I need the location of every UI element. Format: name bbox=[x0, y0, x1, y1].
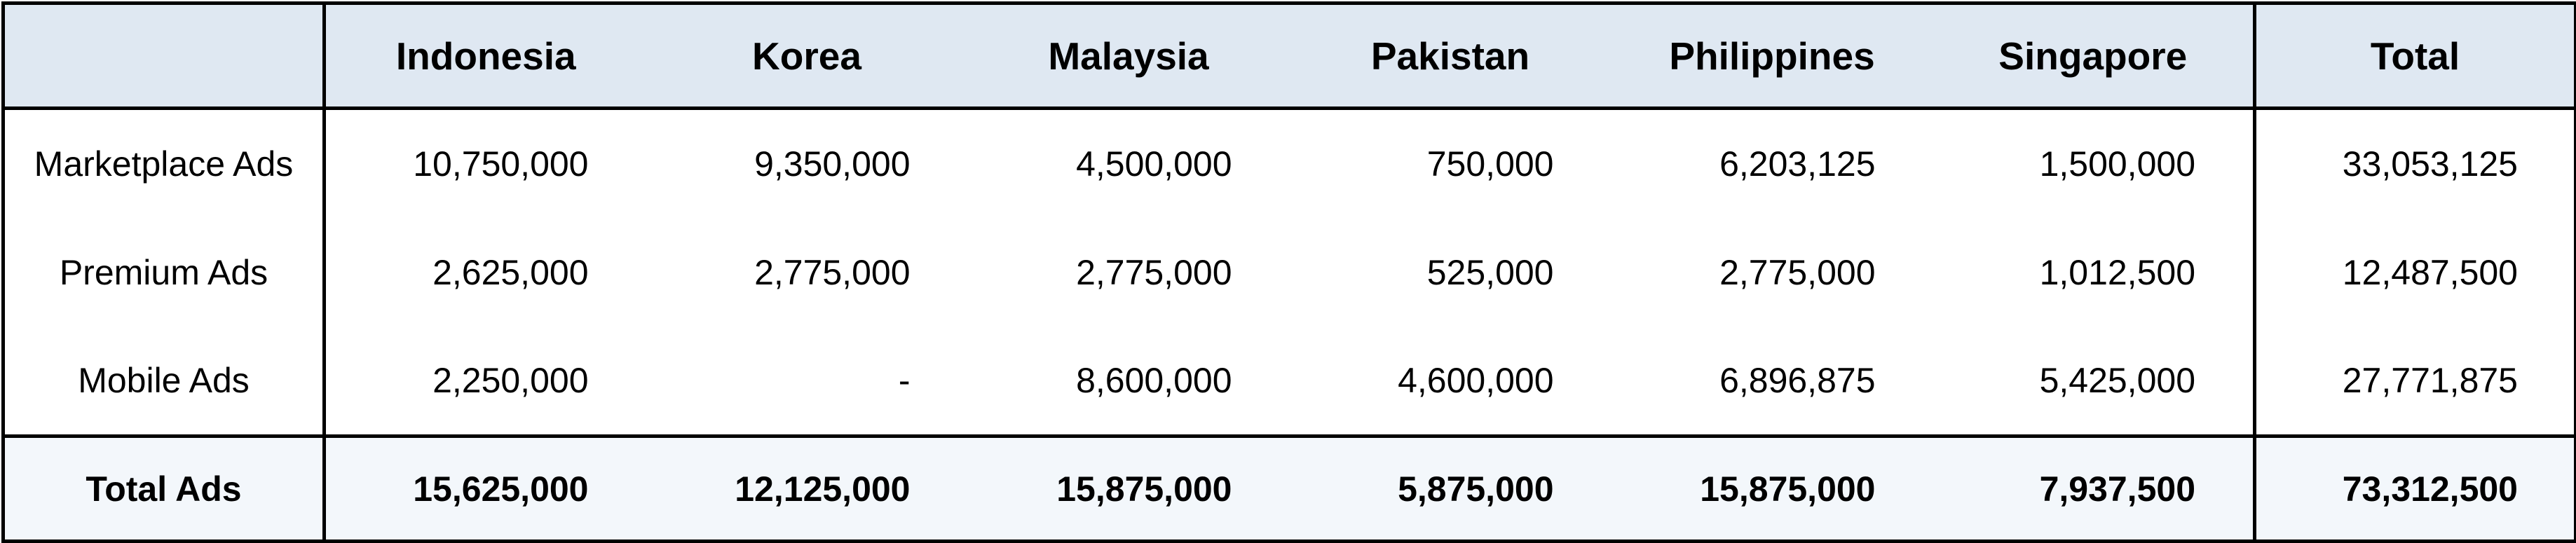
cell-value: 4,600,000 bbox=[1398, 361, 1554, 401]
totals-cell-value: 15,875,000 bbox=[1611, 434, 1933, 543]
table-row-total-ads: Total Ads 15,625,000 12,125,000 15,875,0… bbox=[1, 434, 2576, 543]
totals-cell-value: 15,875,000 bbox=[967, 434, 1290, 543]
header-total: Total bbox=[2254, 1, 2576, 110]
cell-value: 4,500,000 bbox=[1076, 144, 1232, 184]
cell-value: 2,775,000 bbox=[754, 252, 911, 292]
table-row-premium-ads: Premium Ads 2,625,000 2,775,000 2,775,00… bbox=[1, 217, 2576, 327]
row-total: 12,487,500 bbox=[2254, 217, 2576, 327]
cell-value: 9,350,000 bbox=[754, 144, 911, 184]
header-corner-cell bbox=[1, 1, 326, 110]
cell-value: 6,203,125 bbox=[1719, 144, 1876, 184]
row-label: Marketplace Ads bbox=[1, 108, 326, 218]
cell-value: - bbox=[898, 361, 911, 401]
totals-cell-value: 12,125,000 bbox=[646, 434, 968, 543]
header-country-indonesia: Indonesia bbox=[324, 1, 646, 110]
row-total: 27,771,875 bbox=[2254, 327, 2576, 437]
totals-cell-value: 5,875,000 bbox=[1289, 434, 1611, 543]
cell-value: 10,750,000 bbox=[413, 144, 589, 184]
cell-value: 6,896,875 bbox=[1719, 361, 1876, 401]
cell-value: 5,425,000 bbox=[1933, 327, 2256, 437]
grand-total: 73,312,500 bbox=[2254, 434, 2576, 543]
table-row-marketplace-ads: Marketplace Ads 10,750,000 9,350,000 4,5… bbox=[1, 108, 2576, 218]
cell-value: 2,625,000 bbox=[432, 252, 589, 292]
header-row: Indonesia Korea Malaysia Pakistan Philip… bbox=[1, 1, 2576, 110]
cell-value: 2,775,000 bbox=[1076, 252, 1232, 292]
cell-value: 8,600,000 bbox=[1076, 361, 1232, 401]
row-total: 33,053,125 bbox=[2254, 108, 2576, 218]
totals-cell-value: 15,625,000 bbox=[324, 434, 646, 543]
row-label: Mobile Ads bbox=[1, 327, 326, 437]
header-country-pakistan: Pakistan bbox=[1289, 1, 1611, 110]
cell-value: 750,000 bbox=[1426, 144, 1554, 184]
cell-value: 2,250,000 bbox=[432, 361, 589, 401]
header-country-malaysia: Malaysia bbox=[967, 1, 1290, 110]
totals-row-label: Total Ads bbox=[1, 434, 326, 543]
table-row-mobile-ads: Mobile Ads 2,250,000 - 8,600,000 4,600,0… bbox=[1, 327, 2576, 437]
header-country-korea: Korea bbox=[646, 1, 968, 110]
cell-value: 1,012,500 bbox=[1933, 217, 2256, 327]
cell-value: 1,500,000 bbox=[1933, 108, 2256, 218]
header-country-philippines: Philippines bbox=[1611, 1, 1933, 110]
cell-value: 2,775,000 bbox=[1719, 252, 1876, 292]
cell-value: 525,000 bbox=[1426, 252, 1554, 292]
totals-cell-value: 7,937,500 bbox=[1933, 434, 2256, 543]
row-label: Premium Ads bbox=[1, 217, 326, 327]
header-country-singapore: Singapore bbox=[1933, 1, 2256, 110]
